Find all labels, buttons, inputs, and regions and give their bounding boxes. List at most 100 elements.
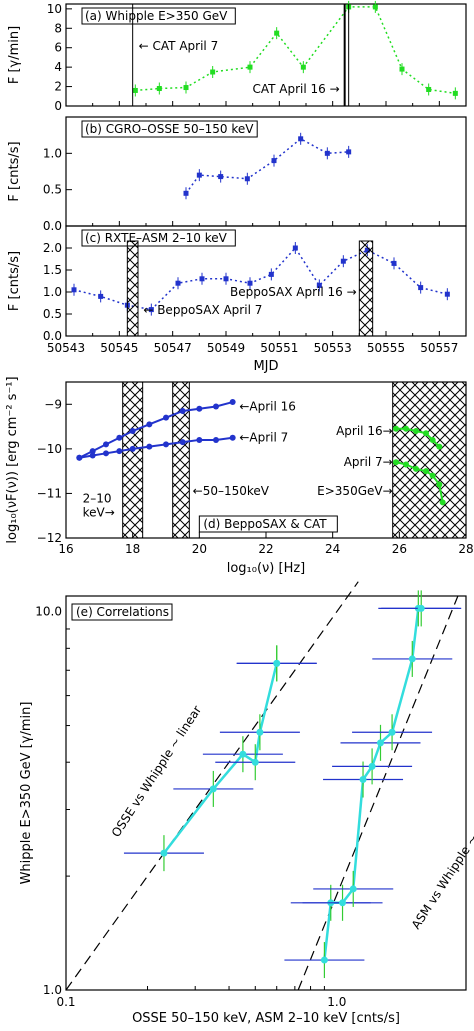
- bepposax-window-april16: [358, 240, 374, 337]
- data-point: [271, 158, 277, 164]
- data-point: [372, 4, 378, 10]
- correlation-point: [273, 659, 281, 667]
- y-tick-label: 0.0: [43, 219, 62, 233]
- data-point: [71, 287, 77, 293]
- sed-point: [423, 430, 429, 437]
- y-tick-label: −9: [44, 397, 62, 411]
- sed-point: [423, 468, 429, 475]
- sed-point: [163, 414, 169, 421]
- x-tick-label: 50555: [367, 341, 405, 355]
- sed-point: [436, 443, 443, 450]
- x-tick-label: 50551: [260, 341, 298, 355]
- series-line: [185, 137, 349, 194]
- sed-point: [179, 439, 186, 446]
- annotation: ←50–150keV: [193, 484, 270, 498]
- sed-point: [103, 441, 109, 448]
- y-tick-label: 1.5: [43, 263, 62, 277]
- data-point: [346, 149, 352, 155]
- band-50-150keV: [172, 381, 190, 539]
- data-point: [223, 276, 229, 282]
- y-tick-label: −12: [37, 531, 62, 545]
- x-tick-label: 1.0: [327, 995, 346, 1009]
- annotation: ←April 16: [239, 400, 296, 414]
- series-line: [73, 246, 448, 311]
- y-axis-label: F [γ/min]: [7, 26, 22, 84]
- y-tick-label: 10.0: [35, 605, 62, 619]
- sed-point: [393, 459, 399, 466]
- correlation-point: [417, 604, 425, 612]
- data-point: [340, 258, 346, 264]
- sed-point: [103, 450, 109, 457]
- x-axis-label: MJD: [253, 359, 278, 374]
- y-tick-label: −10: [37, 442, 62, 456]
- y-tick-label: 10: [47, 2, 62, 16]
- band-cat: [392, 381, 467, 539]
- data-point: [244, 176, 250, 182]
- panel-title: (b) CGRO–OSSE 50–150 keV: [85, 122, 254, 136]
- annotation: E>350GeV→: [317, 484, 393, 498]
- correlation-point: [320, 956, 328, 964]
- data-point: [452, 90, 458, 96]
- y-axis-label: F [cnts/s]: [7, 251, 22, 311]
- x-tick-label: 24: [325, 542, 340, 556]
- data-point: [426, 86, 432, 92]
- correlation-point: [388, 728, 396, 736]
- x-tick-label: 50549: [207, 341, 245, 355]
- data-point: [298, 136, 304, 142]
- sed-point: [429, 436, 436, 443]
- x-tick-label: 0.1: [56, 995, 75, 1009]
- x-tick-label: 20: [192, 542, 207, 556]
- annotation: ASM vs Whipple ~ quadratic: [409, 781, 474, 932]
- sed-point: [129, 428, 136, 435]
- correlation-point: [368, 762, 376, 770]
- correlation-point: [408, 655, 416, 663]
- y-tick-label: 2: [54, 80, 62, 94]
- panel-title: (a) Whipple E>350 GeV: [85, 9, 228, 23]
- correlation-point: [376, 739, 384, 747]
- data-point: [247, 280, 253, 286]
- sed-point: [129, 445, 136, 452]
- sed-point: [196, 405, 203, 412]
- panel-title-box: [81, 120, 258, 138]
- plot-frame-a: [65, 3, 467, 107]
- x-tick-label: 50557: [420, 341, 458, 355]
- panel-title-box: [198, 515, 338, 533]
- sed-point: [116, 434, 123, 441]
- annotation: BeppoSAX April 16 →: [230, 285, 357, 299]
- x-tick-label: 50545: [100, 341, 138, 355]
- annotation: April 7→: [344, 455, 393, 469]
- sed-point: [196, 436, 203, 443]
- x-tick-label: 16: [58, 542, 73, 556]
- sed-line: [79, 436, 233, 459]
- data-point: [316, 282, 322, 288]
- bepposax-window-april7: [126, 240, 139, 337]
- sed-point: [413, 428, 419, 435]
- data-point: [199, 276, 205, 282]
- correlation-point: [256, 728, 264, 736]
- sed-point: [403, 425, 409, 432]
- y-tick-label: 0.0: [43, 329, 62, 343]
- data-point: [210, 69, 216, 75]
- x-tick-label: 26: [392, 542, 407, 556]
- y-axis-label: F [cnts/s]: [7, 141, 22, 201]
- panel-title: (e) Correlations: [76, 605, 169, 619]
- x-tick-label: 18: [125, 542, 140, 556]
- correlation-track: [162, 663, 278, 854]
- y-tick-label: 4: [54, 60, 62, 74]
- data-point: [98, 293, 104, 299]
- y-tick-label: 1.0: [43, 146, 62, 160]
- sed-point: [89, 452, 96, 459]
- sed-point: [213, 436, 219, 443]
- sed-point: [76, 454, 83, 461]
- sed-point: [146, 421, 153, 428]
- data-point: [324, 150, 330, 156]
- data-point: [247, 64, 253, 70]
- data-point: [183, 85, 189, 91]
- data-point: [183, 190, 189, 196]
- sed-point: [116, 448, 123, 455]
- sed-point: [229, 434, 236, 441]
- sed-point: [413, 465, 419, 472]
- data-point: [132, 87, 138, 93]
- x-axis-label: OSSE 50–150 keV, ASM 2–10 keV [cnts/s]: [132, 1011, 400, 1026]
